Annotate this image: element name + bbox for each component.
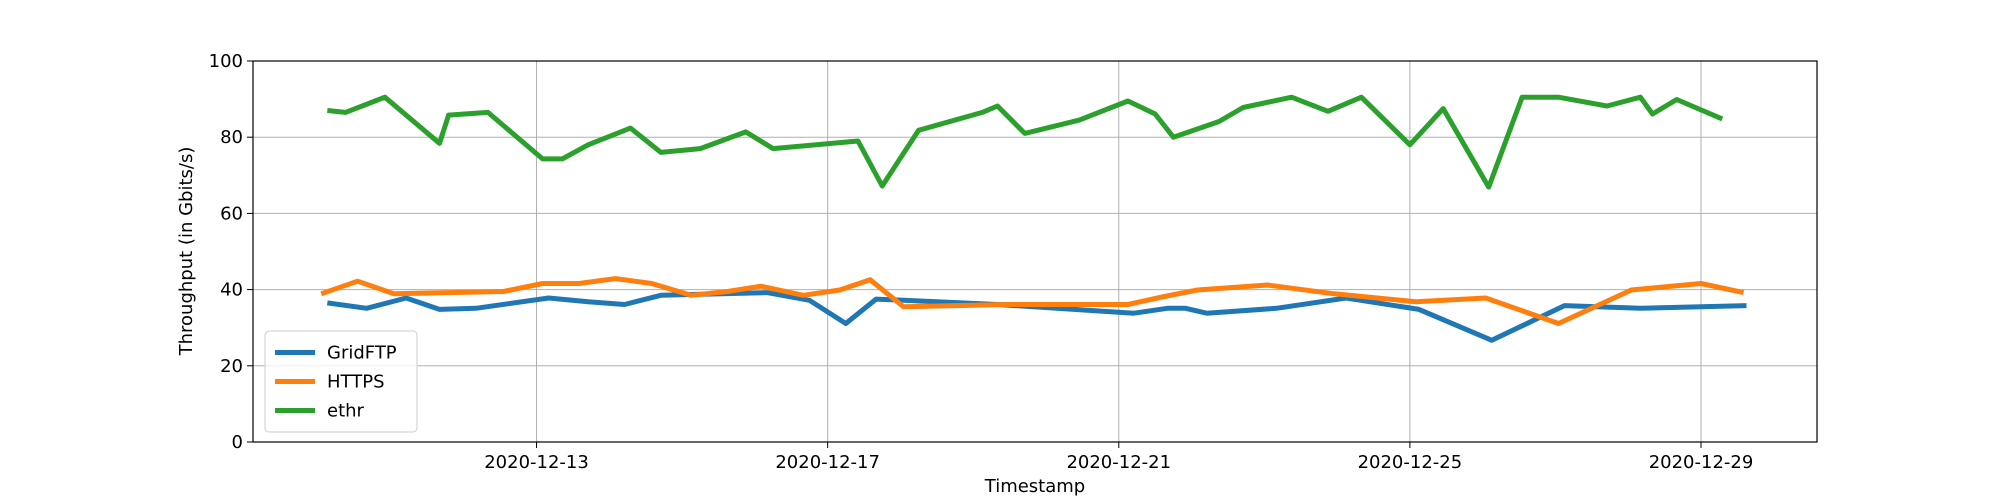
x-tick-label: 2020-12-17 bbox=[775, 452, 880, 473]
y-tick-label: 20 bbox=[220, 356, 243, 377]
x-tick-label: 2020-12-25 bbox=[1358, 452, 1463, 473]
legend-box bbox=[264, 330, 418, 433]
legend-label: ethr bbox=[327, 401, 365, 422]
legend: GridFTP HTTPS ethr bbox=[264, 330, 418, 433]
legend-label: GridFTP bbox=[327, 343, 397, 364]
plot-frame bbox=[252, 60, 1818, 443]
x-tick-label: 2020-12-13 bbox=[484, 452, 589, 473]
x-tick-label: 2020-12-29 bbox=[1649, 452, 1754, 473]
y-tick-label: 100 bbox=[209, 51, 243, 72]
x-axis-label: Timestamp bbox=[984, 476, 1085, 497]
x-tick-label: 2020-12-21 bbox=[1066, 452, 1171, 473]
y-tick-label: 80 bbox=[220, 127, 243, 148]
legend-label: HTTPS bbox=[327, 372, 385, 393]
line-series bbox=[320, 276, 1745, 326]
line-series bbox=[327, 94, 1724, 190]
line-series bbox=[326, 290, 1747, 343]
y-tick-label: 60 bbox=[220, 203, 243, 224]
y-tick-label: 0 bbox=[232, 432, 243, 453]
y-tick-label: 40 bbox=[220, 280, 243, 301]
y-axis-label: Throughput (in Gbits/s) bbox=[176, 147, 197, 357]
